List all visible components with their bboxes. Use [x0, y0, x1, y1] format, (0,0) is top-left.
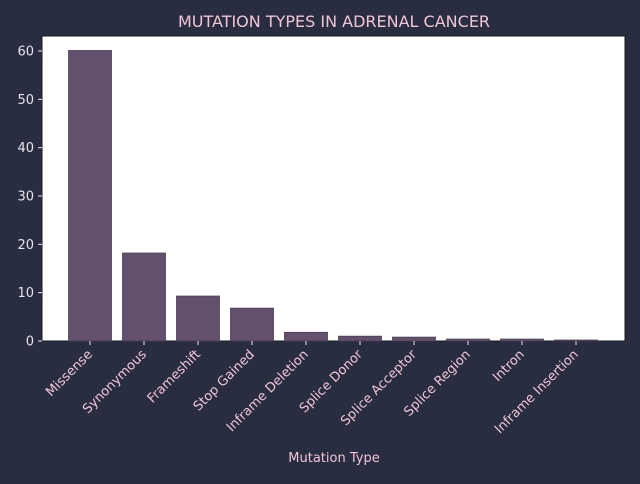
y-tick-label: 10 — [17, 286, 34, 301]
bar-splice-region — [446, 338, 490, 342]
y-tick-label: 20 — [17, 238, 34, 253]
y-tick-label: 0 — [26, 335, 34, 350]
bar-frameshift — [176, 295, 220, 342]
y-tick-label: 40 — [17, 141, 34, 156]
bar-splice-donor — [338, 335, 382, 342]
bar-inframe-insertion — [554, 339, 598, 342]
x-tick-label: Frameshift — [145, 347, 204, 406]
bar-inframe-deletion — [284, 331, 328, 342]
y-tick-label: 60 — [17, 44, 34, 59]
chart-title: MUTATION TYPES IN ADRENAL CANCER — [178, 12, 490, 31]
x-tick-label: Intron — [490, 347, 528, 385]
x-axis-label: Mutation Type — [288, 451, 379, 466]
bar-stop-gained — [230, 307, 274, 342]
bar-intron — [500, 338, 544, 342]
y-axis: 0 10 20 30 40 50 60 — [17, 44, 42, 350]
bar-splice-acceptor — [392, 336, 436, 342]
x-tick-label: Missense — [43, 347, 96, 400]
bar-synonymous — [122, 252, 166, 342]
bars — [68, 50, 598, 342]
y-tick-label: 30 — [17, 189, 34, 204]
y-tick-label: 50 — [17, 93, 34, 108]
bar-missense — [68, 50, 112, 342]
